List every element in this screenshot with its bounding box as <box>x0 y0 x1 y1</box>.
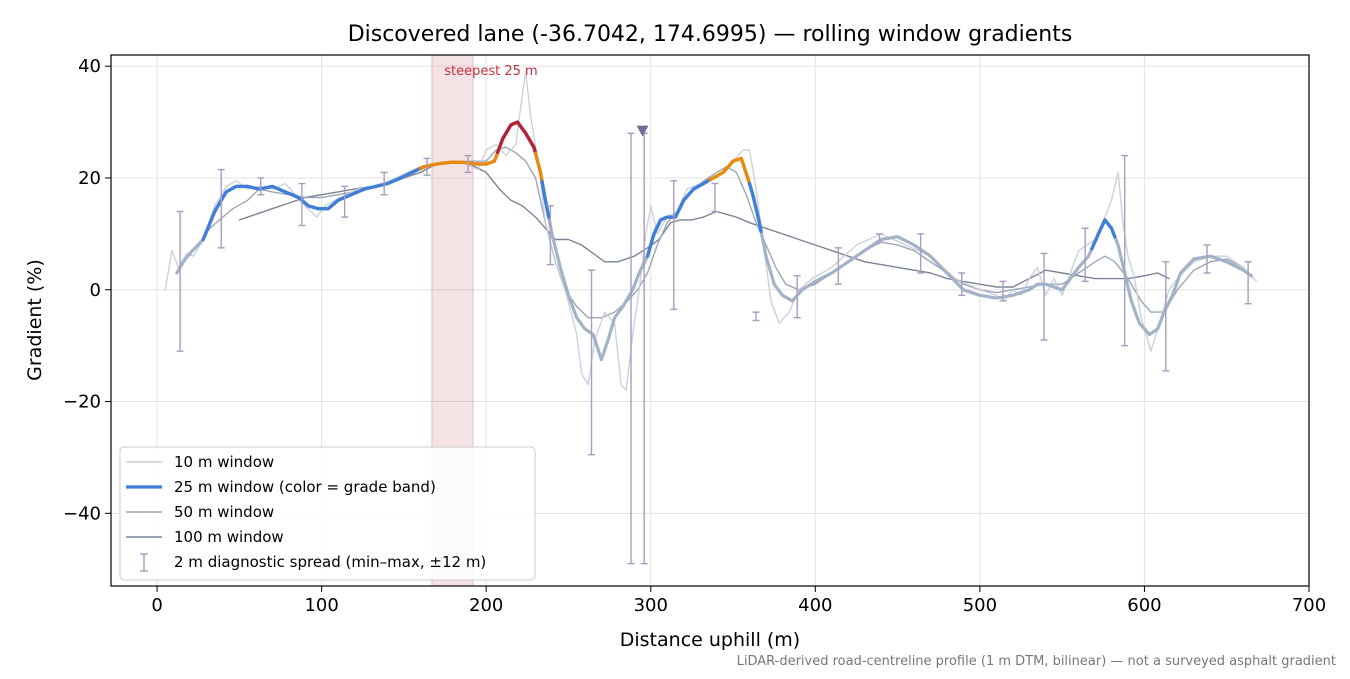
marker-layer <box>636 125 649 137</box>
marker-triangle <box>636 125 649 137</box>
legend: 10 m window 25 m window (color = grade b… <box>119 446 536 581</box>
grade-band-segment <box>645 178 712 258</box>
legend-box <box>119 446 536 581</box>
y-axis-label: Gradient (%) <box>24 259 46 381</box>
y-tick-label: 0 <box>90 280 101 301</box>
x-tick-label: 300 <box>634 595 668 616</box>
x-axis-label: Distance uphill (m) <box>620 629 800 651</box>
legend-label-100m: 100 m window <box>174 528 284 546</box>
legend-label-25m: 25 m window (color = grade band) <box>174 478 436 496</box>
steepest-span-label: steepest 25 m <box>444 64 537 79</box>
legend-label-50m: 50 m window <box>174 503 274 521</box>
grade-band-segment <box>708 156 752 186</box>
y-tick-label: 20 <box>78 168 101 189</box>
x-tick-label: 100 <box>304 595 338 616</box>
grade-band-segment <box>496 120 538 156</box>
errorbar-layer <box>176 132 1252 565</box>
grade-band-segment <box>418 150 500 171</box>
plot-frame <box>110 54 1310 587</box>
chart-title: Discovered lane (-36.7042, 174.6995) — r… <box>348 22 1073 47</box>
x-tick-label: 600 <box>1127 595 1161 616</box>
axis-layer: 0 100 200 300 400 500 600 700 −40 −20 0 20 40 <box>63 56 1326 616</box>
x-tick-label: 400 <box>798 595 832 616</box>
grade-band-segment <box>533 151 544 184</box>
y-tick-label: −20 <box>63 392 101 413</box>
grade-band-segment <box>747 181 763 233</box>
footnote: LiDAR-derived road-centreline profile (1… <box>737 654 1336 669</box>
legend-label-10m: 10 m window <box>174 453 274 471</box>
x-tick-label: 200 <box>469 595 503 616</box>
series-line-100m <box>238 160 1170 288</box>
grade-band-segment <box>540 180 551 219</box>
y-tick-label: −40 <box>63 503 101 524</box>
y-tick-label: 40 <box>78 56 101 77</box>
legend-swatch-errorbar <box>140 553 148 572</box>
legend-label-errorbar: 2 m diagnostic spread (min–max, ±12 m) <box>174 553 486 571</box>
x-tick-label: 500 <box>963 595 997 616</box>
grade-band-segment <box>201 166 423 242</box>
x-tick-label: 0 <box>151 595 162 616</box>
grade-band-segment <box>1090 218 1117 251</box>
x-tick-label: 700 <box>1292 595 1326 616</box>
